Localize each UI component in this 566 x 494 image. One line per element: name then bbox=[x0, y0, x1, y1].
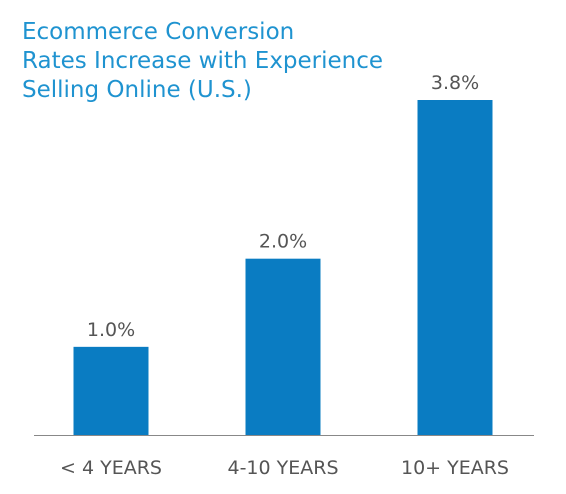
category-label: 4-10 YEARS bbox=[227, 457, 338, 479]
chart-title-line: Ecommerce Conversion bbox=[22, 19, 295, 45]
bar bbox=[73, 346, 149, 435]
category-label: < 4 YEARS bbox=[60, 457, 162, 479]
category-label: 10+ YEARS bbox=[401, 457, 509, 479]
bar bbox=[417, 100, 493, 435]
data-label: 2.0% bbox=[259, 231, 307, 253]
bar bbox=[245, 258, 321, 435]
chart-title-line: Rates Increase with Experience bbox=[22, 48, 384, 74]
data-label: 1.0% bbox=[87, 319, 135, 341]
data-label: 3.8% bbox=[431, 72, 479, 94]
chart-title: Ecommerce Conversion Rates Increase with… bbox=[22, 18, 402, 105]
chart-title-line: Selling Online (U.S.) bbox=[22, 77, 252, 103]
